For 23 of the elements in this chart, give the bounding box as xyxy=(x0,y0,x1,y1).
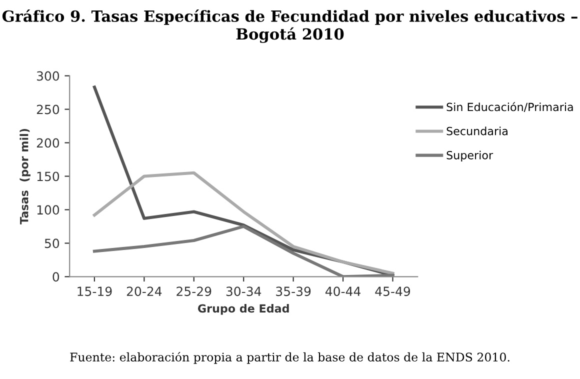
x-tick-label: 20-24 xyxy=(126,286,162,296)
x-tick-label: 40-44 xyxy=(325,286,360,296)
y-tick-label: 50 xyxy=(44,238,60,248)
y-tick-label: 150 xyxy=(37,172,60,182)
source-note: Fuente: elaboración propia a partir de la base de datos de la ENDS 2010. xyxy=(70,352,510,364)
y-tick-label: 100 xyxy=(37,205,60,215)
x-tick-label: 15-19 xyxy=(78,286,112,296)
legend-label: Secundaria xyxy=(446,126,508,136)
line-series xyxy=(92,224,394,277)
y-tick-label: 200 xyxy=(36,138,60,148)
y-tick-label: 300 xyxy=(36,71,60,81)
y-tick-label: 250 xyxy=(36,104,60,114)
x-tick-label: 35-39 xyxy=(276,286,311,296)
chart-title: Gráfico 9. Tasas Específicas de Fecundidad por niveles educativos – Bogotá 2010 xyxy=(2,9,578,43)
legend-label: Superior xyxy=(446,150,494,162)
x-axis-title: Grupo de Edad xyxy=(198,304,289,315)
x-tick-label: 30-34 xyxy=(226,286,262,296)
legend-label: Sin Educación/Primaria xyxy=(446,102,573,112)
y-tick-label: 0 xyxy=(52,272,60,282)
line-series xyxy=(92,171,394,275)
y-axis-title: Tasas (por mil) xyxy=(20,128,30,224)
x-tick-label: 45-49 xyxy=(375,286,410,296)
x-tick-label: 25-29 xyxy=(176,286,212,296)
